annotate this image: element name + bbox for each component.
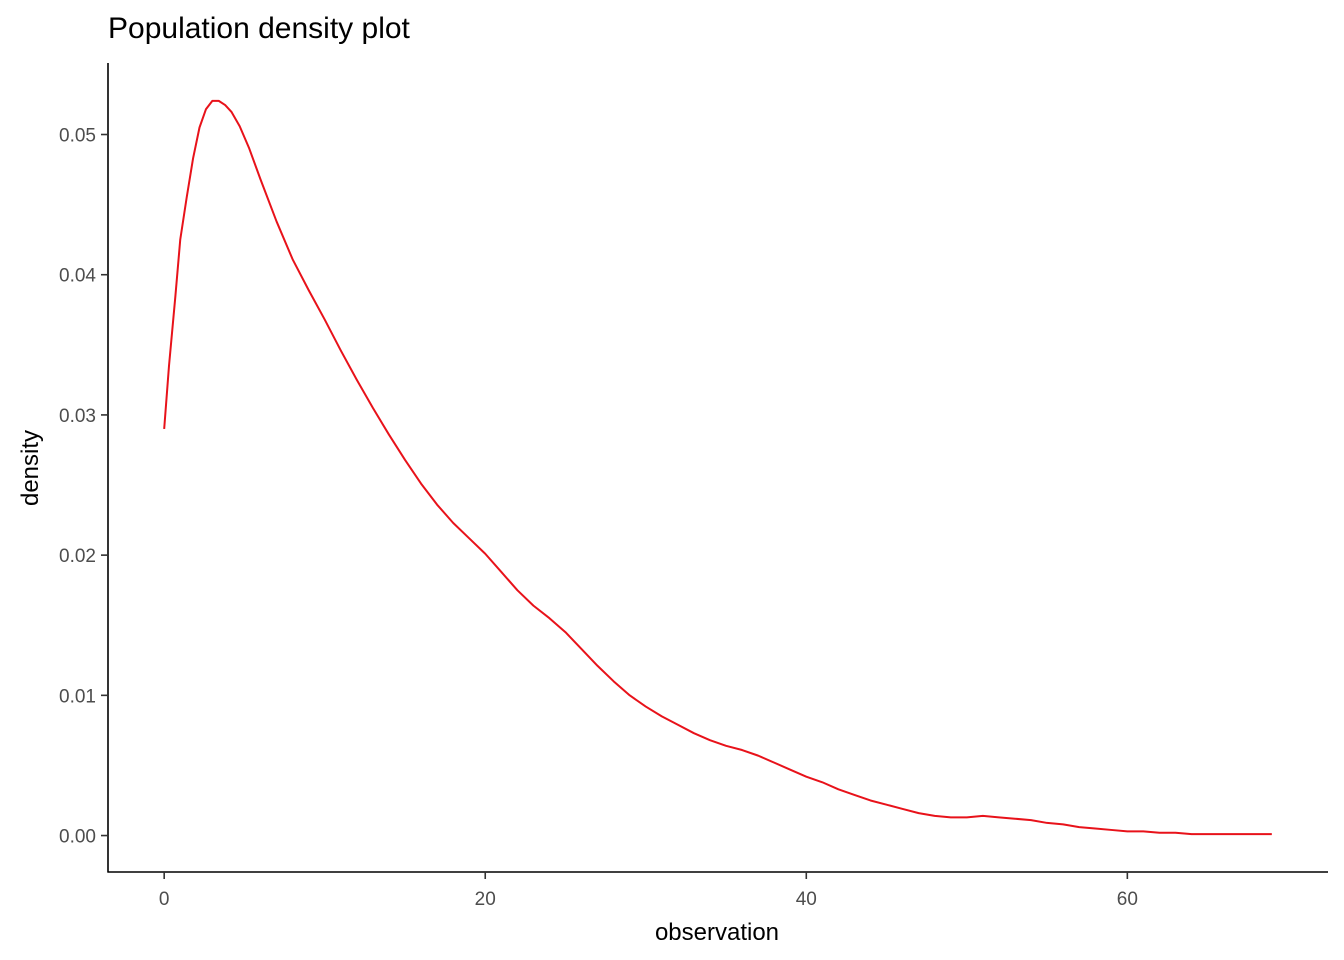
axes: 0 20 40 60 0.00 0.01 0.02 0.03 0.04 0.05 [59,63,1328,910]
density-line [163,99,1272,836]
x-axis-label: observation [655,919,779,946]
y-tick-label: 0.01 [59,686,96,707]
chart-title: Population density plot [108,12,410,45]
y-tick-label: 0.02 [59,546,96,567]
y-tick-label: 0.05 [59,126,96,147]
x-tick-label: 0 [159,889,170,910]
x-tick-label: 40 [796,889,817,910]
y-tick-label: 0.00 [59,827,96,848]
series-layer [163,99,1272,836]
y-tick-label: 0.04 [59,266,96,287]
x-tick-label: 20 [475,889,496,910]
y-tick-label: 0.03 [59,406,96,427]
y-axis-label: density [17,430,44,506]
x-tick-label: 60 [1117,889,1138,910]
